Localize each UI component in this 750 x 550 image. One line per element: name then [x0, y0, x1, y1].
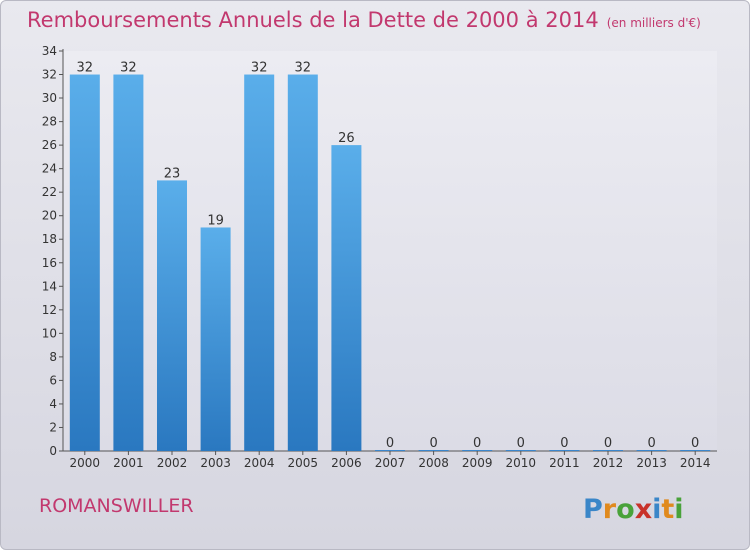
y-tick-label-20: 20 [42, 209, 57, 223]
logo-letter: o [616, 494, 635, 525]
bar-2011 [549, 450, 580, 451]
bar-2000 [69, 74, 100, 451]
y-tick-label-14: 14 [42, 279, 57, 293]
commune-name: ROMANSWILLER [39, 495, 194, 517]
data-label-2010: 0 [517, 436, 525, 451]
data-label-2007: 0 [386, 436, 394, 451]
bar-2006 [331, 145, 362, 451]
x-tick-label-2006: 2006 [331, 456, 362, 470]
bar-2007 [375, 450, 405, 451]
y-tick-label-26: 26 [42, 138, 57, 152]
logo-letter: r [603, 494, 617, 525]
x-tick-label-2005: 2005 [288, 456, 319, 470]
x-tick-label-2007: 2007 [375, 456, 406, 470]
bar-2008 [418, 450, 449, 451]
y-tick-label-24: 24 [42, 162, 57, 176]
bar-2001 [113, 74, 144, 451]
logo-letter: t [661, 494, 674, 525]
y-tick-label-32: 32 [42, 68, 57, 82]
data-label-2009: 0 [473, 436, 481, 451]
x-tick-label-2000: 2000 [70, 456, 101, 470]
y-tick-label-16: 16 [42, 256, 57, 270]
bar-2010 [505, 450, 536, 451]
y-tick-label-28: 28 [42, 115, 57, 129]
data-label-2004: 32 [251, 61, 268, 76]
y-tick-label-0: 0 [49, 444, 57, 458]
y-tick-label-18: 18 [42, 232, 57, 246]
y-tick-label-10: 10 [42, 326, 57, 340]
x-tick-label-2013: 2013 [636, 456, 667, 470]
x-tick-label-2014: 2014 [680, 456, 711, 470]
bar-2014 [680, 450, 711, 451]
logo-letter: i [674, 494, 683, 525]
bar-2009 [462, 450, 493, 451]
x-tick-label-2003: 2003 [200, 456, 231, 470]
y-tick-label-4: 4 [49, 397, 57, 411]
proxiti-logo-text: Proxiti [583, 494, 684, 525]
data-label-2001: 32 [120, 61, 137, 76]
proxiti-logo: Proxiti [583, 494, 684, 525]
chart-title-text: Remboursements Annuels de la Dette de 20… [27, 8, 599, 32]
bar-2002 [157, 180, 187, 452]
bar-2003 [200, 227, 231, 451]
data-label-2005: 32 [295, 61, 312, 76]
data-label-2000: 32 [77, 61, 94, 76]
y-tick-label-6: 6 [49, 373, 57, 387]
logo-letter: x [635, 494, 652, 525]
data-label-2002: 23 [164, 166, 181, 181]
y-tick-label-30: 30 [42, 91, 57, 105]
logo-letter: i [652, 494, 661, 525]
chart-subtitle: (en milliers d'€) [606, 16, 701, 30]
y-tick-label-8: 8 [49, 350, 57, 364]
y-tick-label-12: 12 [42, 303, 57, 317]
x-tick-label-2011: 2011 [549, 456, 580, 470]
data-label-2006: 26 [338, 131, 355, 146]
data-label-2008: 0 [429, 436, 437, 451]
x-tick-label-2012: 2012 [593, 456, 624, 470]
y-tick-label-2: 2 [49, 420, 57, 434]
chart-title: Remboursements Annuels de la Dette de 20… [27, 8, 701, 32]
bar-2004 [244, 74, 275, 451]
bar-2012 [593, 450, 623, 451]
logo-letter: P [583, 494, 603, 525]
x-tick-label-2010: 2010 [506, 456, 537, 470]
bar-2013 [636, 450, 667, 451]
x-tick-label-2009: 2009 [462, 456, 493, 470]
x-tick-label-2004: 2004 [244, 456, 275, 470]
bar-2005 [287, 74, 318, 451]
data-label-2014: 0 [691, 436, 699, 451]
y-tick-label-22: 22 [42, 185, 57, 199]
data-label-2013: 0 [647, 436, 655, 451]
x-tick-label-2001: 2001 [113, 456, 144, 470]
data-label-2003: 19 [207, 213, 224, 228]
data-label-2012: 0 [604, 436, 612, 451]
data-label-2011: 0 [560, 436, 568, 451]
y-tick-label-34: 34 [42, 44, 57, 58]
x-tick-label-2008: 2008 [418, 456, 449, 470]
x-tick-label-2002: 2002 [157, 456, 188, 470]
